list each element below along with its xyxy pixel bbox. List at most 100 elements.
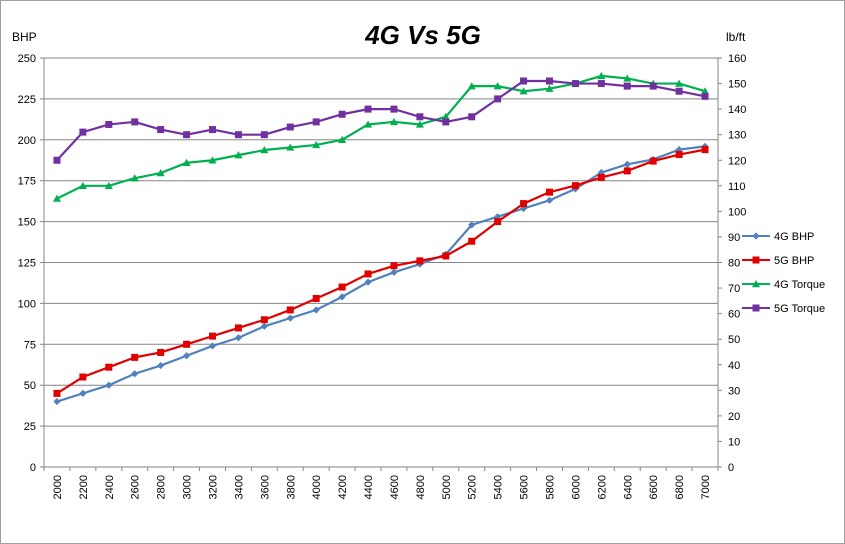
x-tick-label: 2600: [130, 475, 142, 499]
data-point-4g-torque: [286, 143, 295, 151]
legend-item-5g-torque: 5G Torque: [742, 303, 825, 315]
data-point-5g-torque: [623, 82, 631, 90]
series-line-5g-bhp: [56, 148, 706, 395]
legend-swatch-marker: [752, 280, 760, 288]
x-tick-label: 5600: [519, 475, 531, 499]
data-point-4g-bhp: [260, 322, 268, 330]
data-point-5g-bhp: [338, 283, 346, 291]
data-point-4g-bhp: [545, 196, 554, 204]
data-point-4g-bhp: [208, 342, 217, 350]
data-point-5g-bhp: [183, 340, 191, 348]
data-point-5g-torque: [79, 128, 87, 136]
data-point-4g-torque: [519, 87, 528, 95]
x-tick-label: 5800: [545, 475, 557, 499]
data-point-4g-torque: [364, 120, 373, 128]
data-point-4g-torque: [182, 158, 191, 167]
left-tick-label: 50: [24, 380, 36, 392]
x-tick-label: 6000: [570, 475, 582, 499]
data-point-5g-bhp: [312, 294, 320, 302]
series-layer: [52, 71, 710, 406]
series-line-4g-bhp: [56, 145, 706, 403]
data-point-5g-bhp: [416, 257, 424, 265]
data-point-5g-torque: [183, 131, 191, 139]
data-point-4g-bhp: [79, 389, 87, 397]
data-point-5g-bhp: [79, 373, 87, 381]
left-tick-label: 125: [18, 258, 36, 270]
left-tick-label: 100: [18, 298, 36, 310]
data-point-4g-torque: [78, 181, 87, 190]
data-point-4g-torque: [597, 71, 606, 80]
data-point-5g-torque: [209, 126, 216, 134]
data-point-4g-torque: [312, 140, 321, 149]
right-tick-label: 10: [728, 436, 740, 448]
data-point-4g-bhp: [312, 306, 320, 314]
series-4g-torque: [52, 71, 710, 202]
legend-label: 5G BHP: [774, 255, 814, 267]
left-tick-label: 175: [18, 176, 36, 188]
right-tick-label: 30: [728, 385, 740, 397]
data-point-5g-bhp: [623, 167, 631, 175]
data-point-5g-torque: [701, 92, 709, 100]
data-point-4g-torque: [234, 151, 243, 159]
data-point-4g-torque: [467, 82, 476, 90]
right-tick-label: 140: [728, 104, 746, 116]
left-tick-label: 225: [18, 94, 36, 106]
data-point-4g-torque: [623, 74, 632, 82]
left-axis-label: BHP: [12, 30, 37, 44]
right-tick-label: 110: [728, 181, 746, 193]
x-tick-label: 6600: [648, 475, 660, 499]
data-point-4g-bhp: [364, 278, 372, 286]
data-point-4g-torque: [208, 156, 217, 164]
left-tick-label: 150: [18, 217, 36, 229]
data-point-5g-bhp: [571, 182, 579, 190]
data-point-5g-bhp: [546, 188, 553, 196]
right-tick-label: 120: [728, 155, 746, 167]
left-tick-label: 25: [24, 421, 36, 433]
data-point-4g-bhp: [623, 160, 631, 168]
data-point-5g-bhp: [53, 389, 61, 397]
data-point-4g-bhp: [53, 397, 61, 406]
data-point-4g-bhp: [494, 213, 502, 221]
data-point-5g-bhp: [442, 252, 450, 260]
data-point-5g-bhp: [675, 151, 683, 159]
series-4g-bhp: [53, 142, 709, 406]
series-line-5g-torque: [56, 79, 706, 161]
x-tick-label: 3400: [233, 475, 245, 499]
right-tick-label: 20: [728, 411, 740, 423]
legend-label: 4G BHP: [774, 231, 814, 243]
right-axis-label: lb/ft: [726, 30, 746, 44]
data-point-5g-bhp: [468, 237, 476, 245]
data-point-5g-torque: [131, 118, 139, 126]
chart-title: 4G Vs 5G: [364, 20, 481, 50]
x-tick-label: 6400: [622, 475, 634, 499]
x-tick-label: 4400: [363, 475, 375, 499]
right-tick-label: 60: [728, 309, 740, 321]
left-tick-label: 75: [24, 339, 36, 351]
data-point-5g-bhp: [234, 324, 242, 332]
data-point-5g-torque: [105, 120, 113, 128]
right-tick-label: 70: [728, 283, 740, 295]
x-tick-label: 4600: [389, 475, 401, 499]
x-tick-label: 5000: [441, 475, 453, 499]
data-point-5g-torque: [390, 105, 398, 113]
data-point-4g-torque: [441, 112, 450, 120]
right-tick-label: 0: [728, 462, 734, 474]
data-point-4g-bhp: [105, 381, 113, 389]
data-point-5g-torque: [494, 95, 502, 103]
legend-swatch-marker: [752, 232, 760, 240]
x-tick-label: 5400: [493, 475, 505, 499]
x-tick-label: 5200: [467, 475, 479, 499]
data-point-5g-bhp: [597, 173, 605, 181]
data-point-5g-torque: [520, 77, 528, 85]
legend-item-4g-bhp: 4G BHP: [742, 231, 814, 243]
data-point-5g-torque: [442, 118, 450, 126]
legend-item-4g-torque: 4G Torque: [742, 279, 825, 291]
right-tick-label: 160: [728, 53, 746, 65]
data-point-5g-bhp: [364, 270, 372, 278]
data-point-4g-torque: [545, 84, 554, 92]
x-tick-label: 4800: [415, 475, 427, 499]
legend-swatch-marker: [752, 256, 760, 264]
axes: 0 25 50 75 100 125 150 175 200 225 250 0 10 20 30 40 50 6…: [18, 53, 747, 499]
right-tick-label: 80: [728, 258, 740, 270]
